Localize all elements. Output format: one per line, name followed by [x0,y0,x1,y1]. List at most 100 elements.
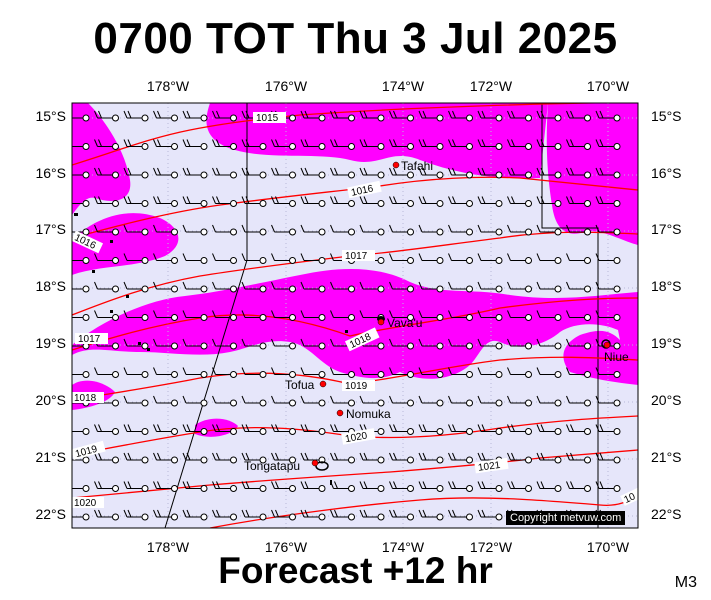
wind-barb [359,367,385,378]
wind-barb [123,167,149,179]
wind-barb [182,481,208,492]
wind-barb [153,367,178,378]
wind-barb [536,452,562,464]
place-marker-tongatapu [311,459,319,467]
left-lat-label-22s: 22°S [35,506,66,522]
wind-barb [123,224,149,236]
wind-barb [212,338,237,350]
wind-barb [153,509,178,521]
wind-barb [94,110,119,122]
wind-barb [389,367,414,378]
wind-barb [72,257,90,264]
wind-barb [507,452,532,464]
wind-barb [241,167,267,179]
wind-barb [123,253,149,264]
rain-area-top [85,103,548,179]
place-marker-tafahi [392,161,400,169]
wind-barb [72,114,90,122]
wind-barb [212,167,237,179]
wind-barb [389,110,414,122]
wind-barb [595,196,621,207]
wind-barb [72,428,90,435]
wind-barb [477,196,503,207]
left-lat-label-21s: 21°S [35,449,66,465]
wind-barb [94,167,119,179]
wind-barb [389,253,414,264]
wind-barb [271,481,296,492]
wind-barb [153,139,178,150]
wind-barb [448,310,473,321]
wind-barb [72,285,90,293]
top-lon-label-174w: 174°W [381,78,425,94]
wind-barb [330,367,355,378]
wind-barb [448,139,473,150]
wind-barb [330,509,355,521]
wind-barb [418,509,444,521]
wind-barb [271,196,296,207]
isobar-label-1017-west: 1017 [75,333,108,345]
wind-barb [448,395,473,407]
wind-barb [566,452,591,464]
wind-barb [300,395,326,407]
rain-areas [72,103,638,437]
wind-barb [595,139,621,150]
wind-barb [241,281,267,293]
wind-barb [507,338,532,350]
wind-barb [330,224,355,236]
wind-barb [477,310,503,321]
wind-barb [153,310,178,321]
wind-barb [212,139,237,150]
wind-barb [389,167,414,179]
wind-barb [123,281,149,293]
wind-barb [448,224,473,236]
wind-barb [123,424,149,435]
wind-barb [330,395,355,407]
wind-barb [271,509,296,521]
wind-barb [241,196,267,207]
wind-barb [359,196,385,207]
wind-barb [477,139,503,150]
wind-barb [389,509,414,521]
copyright-notice: Copyright metvuw.com [506,511,626,525]
wind-barb [507,167,532,179]
wind-barb [359,167,385,179]
wind-barb [94,310,119,321]
svg-text:1015: 1015 [256,113,279,124]
wind-barb [418,110,444,122]
wind-barb [389,139,414,150]
wind-barb [153,110,178,122]
island-central [345,330,348,333]
wind-barb [300,224,326,236]
wind-barb [153,224,178,236]
wind-barb [418,452,444,464]
wind-barb [389,196,414,207]
wind-barb [72,513,90,521]
wind-barb [182,395,208,407]
isobar-label-1016-east: 1016 [347,180,382,199]
wind-barb [566,110,591,122]
svg-text:1020: 1020 [74,498,97,509]
wind-barb [418,196,444,207]
svg-text:1019: 1019 [345,381,368,392]
wind-barb [477,367,503,378]
svg-text:1016: 1016 [350,183,374,198]
wind-barb [123,452,149,464]
wind-barb [153,452,178,464]
wind-barb [389,481,414,492]
wind-barb [300,167,326,179]
wind-barb [241,509,267,521]
wind-barb [300,338,326,350]
isobar-label-1020-west: 1020 [72,497,104,509]
wind-barb [241,338,267,350]
wind-barb [241,224,267,236]
wind-barb [241,424,267,435]
wind-barb [566,481,591,492]
wind-barb [300,196,326,207]
island-west-3 [92,270,95,273]
wind-barb [536,224,562,236]
wind-barb [359,224,385,236]
wind-barb [566,224,591,236]
wind-barb [271,253,296,264]
wind-barb [300,509,326,521]
